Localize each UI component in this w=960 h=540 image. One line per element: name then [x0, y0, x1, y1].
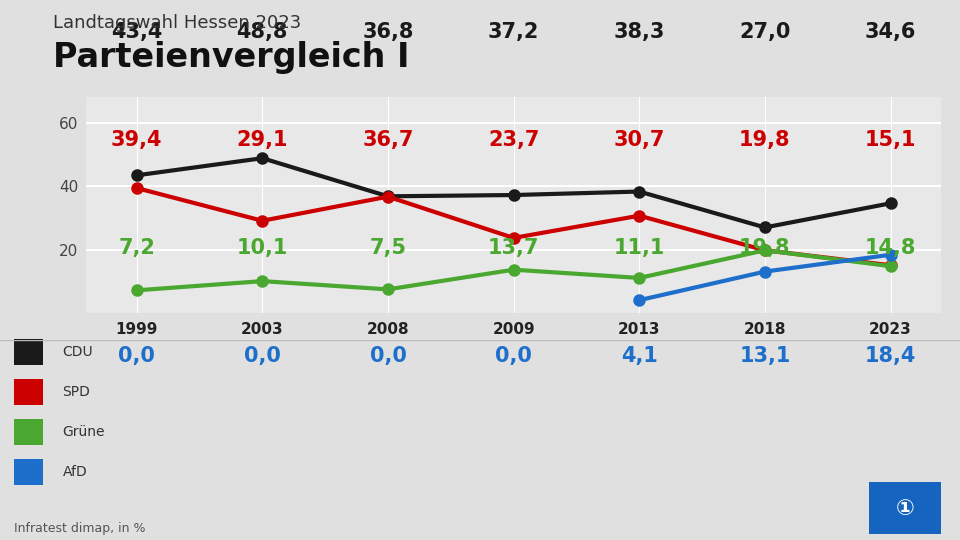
Text: 23,7: 23,7 [488, 130, 540, 151]
Text: SPD: SPD [62, 385, 90, 399]
Text: ①: ① [896, 499, 914, 519]
Text: 13,7: 13,7 [488, 238, 540, 259]
Text: 36,7: 36,7 [362, 130, 414, 151]
Text: 30,7: 30,7 [613, 130, 665, 151]
Text: 43,4: 43,4 [111, 22, 162, 43]
Text: 2018: 2018 [744, 322, 786, 337]
Text: Parteienvergleich I: Parteienvergleich I [53, 40, 409, 73]
Text: 15,1: 15,1 [865, 130, 916, 151]
Text: AfD: AfD [62, 465, 87, 479]
Text: 2013: 2013 [618, 322, 660, 337]
Text: 0,0: 0,0 [370, 346, 406, 367]
Text: 10,1: 10,1 [236, 238, 288, 259]
Text: 0,0: 0,0 [118, 346, 156, 367]
Text: 19,8: 19,8 [739, 130, 791, 151]
Text: 2009: 2009 [492, 322, 535, 337]
Text: Landtagswahl Hessen 2023: Landtagswahl Hessen 2023 [53, 14, 301, 31]
Text: 7,2: 7,2 [118, 238, 156, 259]
Text: 13,1: 13,1 [739, 346, 791, 367]
Text: 36,8: 36,8 [362, 22, 414, 43]
Text: 2008: 2008 [367, 322, 409, 337]
FancyBboxPatch shape [14, 419, 43, 445]
Text: 48,8: 48,8 [236, 22, 288, 43]
Text: 18,4: 18,4 [865, 346, 916, 367]
Text: 19,8: 19,8 [739, 238, 791, 259]
Text: 0,0: 0,0 [495, 346, 532, 367]
FancyBboxPatch shape [14, 379, 43, 405]
Text: CDU: CDU [62, 345, 93, 359]
FancyBboxPatch shape [865, 480, 945, 536]
Text: 29,1: 29,1 [236, 130, 288, 151]
Text: Infratest dimap, in %: Infratest dimap, in % [14, 522, 146, 535]
Text: 2003: 2003 [241, 322, 283, 337]
Text: 1999: 1999 [115, 322, 157, 337]
Text: 4,1: 4,1 [621, 346, 658, 367]
Text: 7,5: 7,5 [370, 238, 406, 259]
Text: 34,6: 34,6 [865, 22, 916, 43]
FancyBboxPatch shape [14, 459, 43, 485]
Text: 11,1: 11,1 [613, 238, 665, 259]
Text: 37,2: 37,2 [488, 22, 540, 43]
Text: 14,8: 14,8 [865, 238, 916, 259]
Text: 2023: 2023 [869, 322, 912, 337]
Text: Grüne: Grüne [62, 425, 105, 439]
Text: 0,0: 0,0 [244, 346, 280, 367]
Text: 39,4: 39,4 [111, 130, 162, 151]
FancyBboxPatch shape [14, 339, 43, 365]
Text: 27,0: 27,0 [739, 22, 791, 43]
Text: 38,3: 38,3 [613, 22, 665, 43]
